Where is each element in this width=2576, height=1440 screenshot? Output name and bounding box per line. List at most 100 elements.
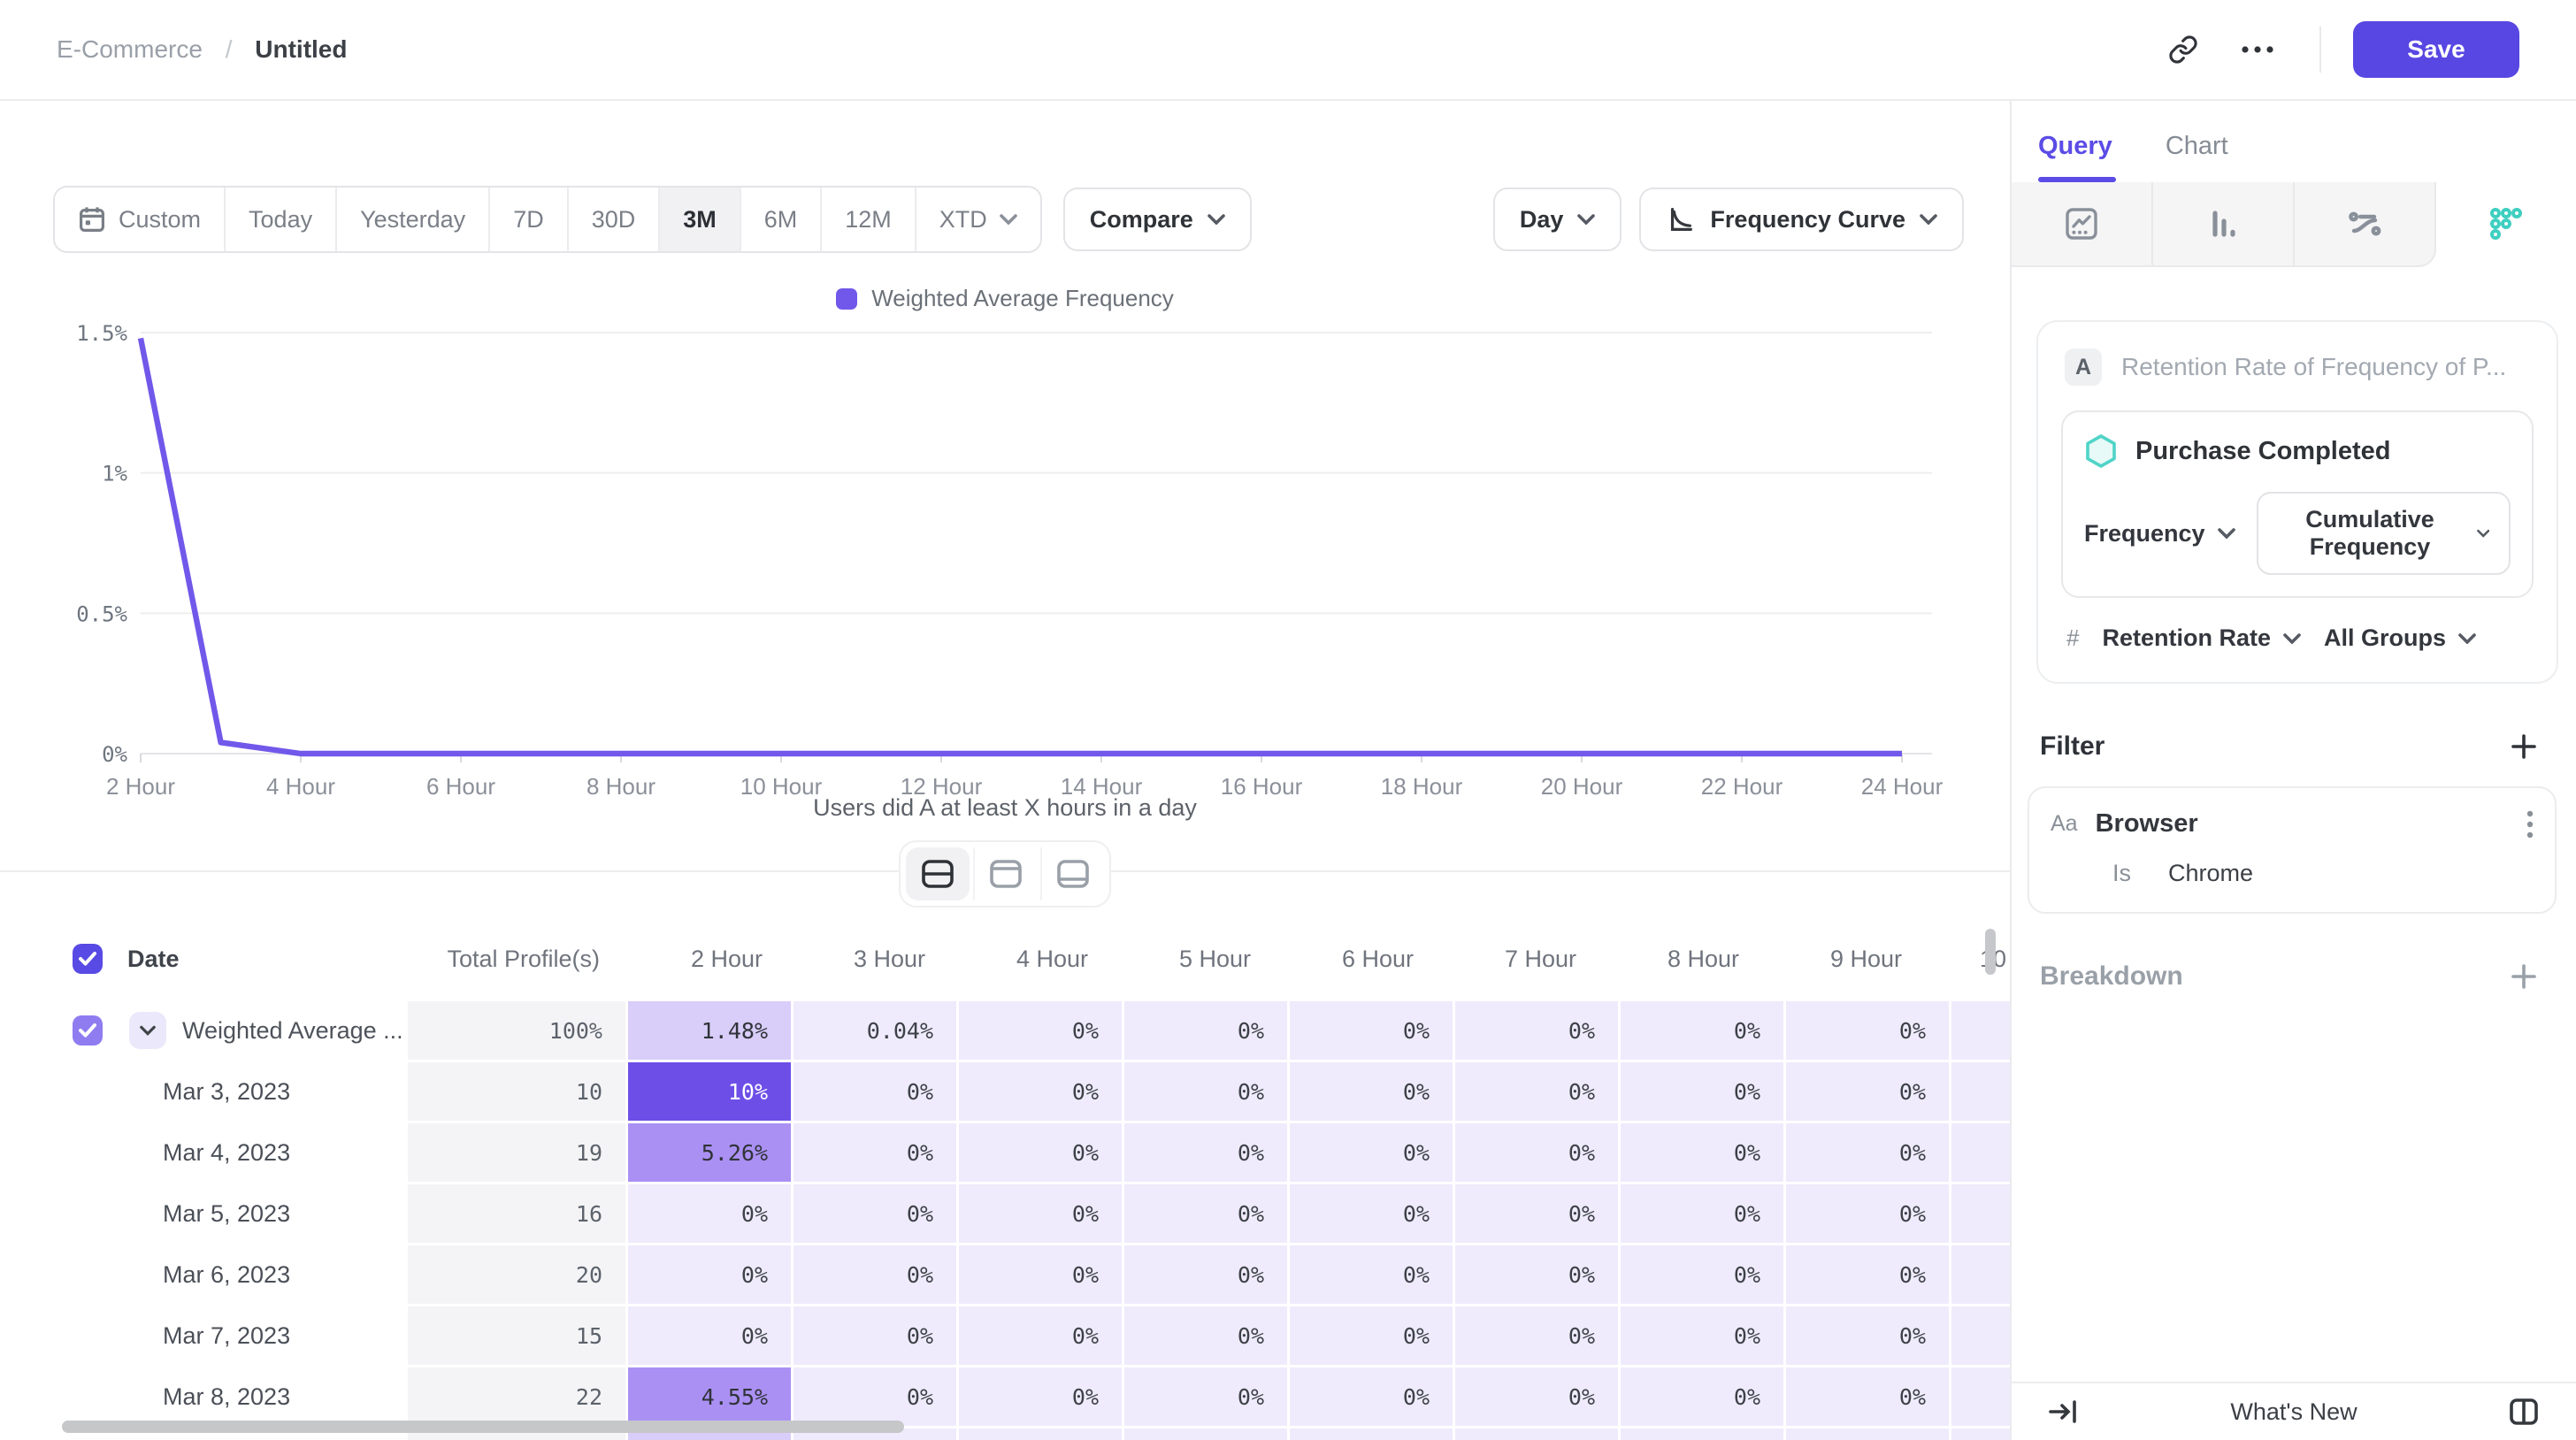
value-cell [1951, 1367, 2010, 1426]
row-checkbox[interactable] [73, 1015, 103, 1046]
results-table: Date Total Profile(s) 2 Hour 3 Hour 4 Hour 5 … [53, 932, 2010, 1440]
frequency-dropdown[interactable]: Frequency [2084, 520, 2235, 548]
x-axis-tick-label: 16 Hour [1221, 773, 1303, 800]
legend-label: Weighted Average Frequency [871, 285, 1174, 311]
split-view-icon [921, 859, 954, 889]
chevron-down-icon [140, 1025, 156, 1036]
panel-tabs: Query Chart [2012, 101, 2576, 182]
filter-section-header: Filter [2040, 731, 2537, 762]
value-cell: 5.26% [628, 1123, 791, 1182]
step-title[interactable]: Retention Rate of Frequency of P... [2121, 353, 2507, 380]
layout-toggle-group [0, 840, 2010, 908]
value-cell: 0% [628, 1306, 791, 1365]
tab-query[interactable]: Query [2038, 132, 2116, 182]
expand-row-button[interactable] [129, 1012, 166, 1049]
value-cell: 0% [794, 1062, 956, 1121]
value-cell: 0% [959, 1184, 1122, 1243]
value-cell [1621, 1429, 1783, 1440]
total-profiles-cell: 10 [408, 1062, 625, 1121]
value-cell: 0% [1621, 1306, 1783, 1365]
range-button-7d[interactable]: 7D [488, 188, 567, 251]
vertical-scrollbar[interactable] [1985, 929, 1996, 975]
topbar-divider [2319, 27, 2321, 73]
value-cell: 0% [959, 1062, 1122, 1121]
filter-operator[interactable]: Is [2112, 860, 2132, 886]
add-filter-button[interactable] [2511, 733, 2537, 760]
value-cell: 0% [628, 1184, 791, 1243]
whats-new-link[interactable]: What's New [2230, 1398, 2358, 1425]
event-hexagon-icon [2084, 433, 2118, 469]
value-cell: 0% [1290, 1306, 1453, 1365]
range-button-12m[interactable]: 12M [820, 188, 915, 251]
horizontal-scrollbar[interactable] [62, 1421, 904, 1433]
collapse-panel-button[interactable] [2038, 1398, 2088, 1426]
layout-columns-button[interactable] [2498, 1396, 2549, 1428]
filter-property[interactable]: Browser [2095, 809, 2198, 838]
range-button-custom[interactable]: Custom [55, 188, 225, 251]
chevron-down-icon [1577, 214, 1596, 225]
range-button-30d[interactable]: 30D [566, 188, 659, 251]
frequency-curve-chart: 0% 0.5% 1% 1.5% 2 Hour 4 Hour 6 Hour 8 Hour 10 H… [76, 321, 1943, 800]
chart-type-tabs [2012, 182, 2576, 267]
split-view-toggle[interactable] [906, 847, 970, 900]
row-label-cell: Weighted Average ... [53, 1001, 405, 1060]
chart-view-dropdown[interactable]: Frequency Curve [1639, 188, 1964, 251]
y-axis-tick-label: 1% [102, 462, 127, 486]
tab-flows[interactable] [2295, 182, 2436, 267]
column-header-7-hour: 7 Hour [1504, 945, 1576, 972]
add-breakdown-button[interactable] [2511, 963, 2537, 990]
value-cell: 0% [1124, 1367, 1287, 1426]
cumulative-frequency-dropdown[interactable]: Cumulative Frequency [2256, 492, 2511, 575]
range-button-3m[interactable]: 3M [658, 188, 740, 251]
x-axis-tick-label: 14 Hour [1061, 773, 1143, 800]
value-cell: 0% [959, 1306, 1122, 1365]
copy-link-button[interactable] [2153, 19, 2213, 80]
tab-insights[interactable] [2012, 182, 2153, 267]
granularity-dropdown[interactable]: Day [1492, 188, 1622, 251]
chart-legend: Weighted Average Frequency [0, 285, 2010, 312]
more-options-button[interactable] [2227, 19, 2288, 80]
y-axis-tick-label: 0.5% [76, 601, 127, 626]
value-cell [1951, 1306, 2010, 1365]
total-profiles-cell: 22 [408, 1367, 625, 1426]
event-selector[interactable]: Purchase Completed [2084, 433, 2511, 469]
value-cell: 0.04% [794, 1001, 956, 1060]
range-button-6m[interactable]: 6M [739, 188, 821, 251]
measure-dropdown[interactable]: Retention Rate [2102, 624, 2301, 652]
range-button-xtd[interactable]: XTD [914, 188, 1040, 251]
filter-title: Filter [2040, 731, 2105, 761]
value-cell: 0% [1786, 1001, 1949, 1060]
filter-value[interactable]: Chrome [2168, 860, 2254, 886]
page-title[interactable]: Untitled [255, 35, 348, 63]
value-cell: 0% [1455, 1306, 1618, 1365]
row-label-cell: Mar 5, 2023 [163, 1199, 291, 1227]
tab-chart[interactable]: Chart [2165, 132, 2228, 160]
value-cell: 0% [1290, 1245, 1453, 1304]
value-cell: 0% [1621, 1001, 1783, 1060]
tab-bar-chart[interactable] [2153, 182, 2295, 267]
plus-icon [2511, 734, 2536, 759]
save-button[interactable]: Save [2353, 21, 2519, 78]
value-cell: 0% [794, 1245, 956, 1304]
range-button-today[interactable]: Today [224, 188, 336, 251]
compare-button[interactable]: Compare [1062, 188, 1252, 251]
groups-dropdown[interactable]: All Groups [2324, 624, 2476, 652]
tab-retention[interactable] [2436, 182, 2576, 267]
chevron-down-icon [1208, 214, 1225, 225]
filter-menu-button[interactable] [2526, 810, 2534, 839]
chart-only-toggle[interactable] [973, 847, 1037, 900]
row-checkbox[interactable] [73, 944, 103, 974]
breadcrumb-project[interactable]: E-Commerce [57, 35, 203, 63]
range-button-yesterday[interactable]: Yesterday [335, 188, 489, 251]
value-cell: 0% [1290, 1062, 1453, 1121]
total-profiles-cell: 20 [408, 1245, 625, 1304]
x-axis-tick-label: 6 Hour [426, 773, 495, 800]
value-cell: 10% [628, 1062, 791, 1121]
breakdown-title: Breakdown [2040, 961, 2183, 991]
legend-swatch [836, 287, 858, 310]
frequency-curve-icon [1666, 204, 1696, 234]
value-cell: 0% [1786, 1306, 1949, 1365]
table-only-toggle[interactable] [1040, 847, 1104, 900]
chevron-down-icon [999, 214, 1017, 225]
value-cell: 0% [1621, 1184, 1783, 1243]
